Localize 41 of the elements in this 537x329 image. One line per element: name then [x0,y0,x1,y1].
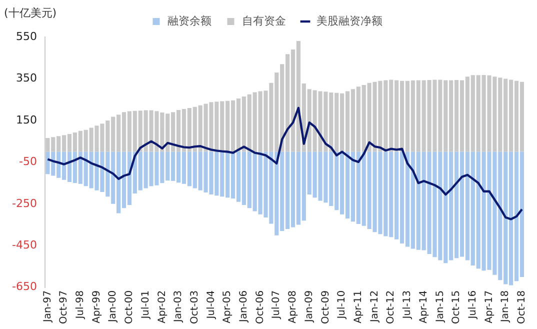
y-tick-label: 350 [16,72,37,85]
x-tick-label: Jul-04 [206,290,217,320]
x-tick-label: Jan-06 [238,290,250,324]
x-tick-label: Apr-17 [484,290,495,324]
y-tick-label: -650 [12,280,37,294]
legend-label: 融资余额 [167,14,212,28]
x-tick-label: Jul-10 [336,290,348,320]
x-tick-label: Jan-97 [42,290,54,324]
x-tick-label: Oct-18 [516,290,528,324]
x-tick-label: Oct-06 [254,290,266,324]
x-tick-label: Oct-00 [124,290,136,324]
x-tick-label: Jan-03 [173,290,184,324]
x-tick-label: Jul-01 [140,290,152,320]
y-tick-label: -250 [12,196,37,210]
x-tick-label: Jan-18 [500,290,512,324]
x-tick-label: Apr-14 [418,290,430,324]
x-tick-label: Oct-03 [189,290,200,324]
x-tick-label: Jan-12 [369,290,380,324]
y-axis-title: (十亿美元) [4,6,57,20]
legend-label: 自有资金 [242,14,286,28]
x-tick-label: Jan-09 [304,290,315,324]
x-tick-label: Jul-07 [271,290,282,320]
x-tick-label: Oct-97 [58,290,70,324]
x-tick-label: Apr-05 [222,290,234,324]
x-tick-label: Oct-09 [320,290,332,324]
x-tick-label: Jul-98 [74,290,86,320]
x-tick-label: Jul-13 [402,290,414,320]
x-tick-label: Jan-15 [434,290,446,324]
x-tick-label: Jan-00 [108,290,119,324]
legend-label: 美股融资净额 [316,14,382,28]
x-tick-label: Jul-16 [467,290,478,320]
x-tick-label: Apr-11 [353,290,364,324]
x-tick-label: Apr-02 [156,290,168,324]
y-tick-label: -450 [12,238,37,252]
y-tick-label: 550 [16,30,37,43]
x-tick-label: Oct-15 [451,290,462,324]
x-tick-label: Apr-08 [288,290,299,324]
y-tick-label: 150 [16,113,37,126]
y-tick-label: -50 [18,155,37,168]
x-tick-label: Oct-12 [386,290,397,324]
x-tick-label: Apr-99 [91,290,102,324]
